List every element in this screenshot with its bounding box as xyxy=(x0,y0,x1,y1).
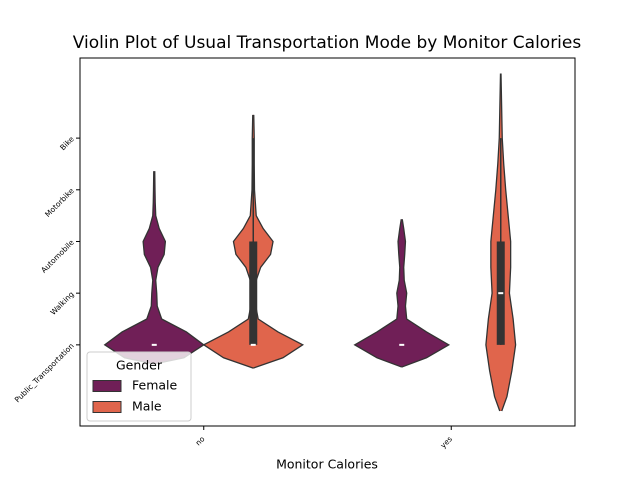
violin-body xyxy=(104,171,204,364)
violin-left-edge xyxy=(103,171,155,365)
legend-swatch xyxy=(92,401,122,413)
violin-left-edge xyxy=(353,219,402,368)
legend-title: Gender xyxy=(116,358,163,373)
violin-right-edge xyxy=(500,73,517,412)
plot-frame xyxy=(79,57,576,427)
x-axis-label: Monitor Calories xyxy=(276,457,378,472)
violin-left-edge xyxy=(485,73,502,412)
violin-right-edge xyxy=(401,219,451,368)
violin-body xyxy=(354,219,449,368)
violin-right-edge xyxy=(253,114,305,369)
legend-swatch xyxy=(92,380,122,392)
chart-title: Violin Plot of Usual Transportation Mode… xyxy=(73,33,582,53)
legend-label: Female xyxy=(132,378,178,393)
violin-right-edge xyxy=(154,171,205,365)
violin-left-edge xyxy=(202,114,254,369)
box xyxy=(249,241,258,345)
legend-label: Male xyxy=(132,399,162,414)
